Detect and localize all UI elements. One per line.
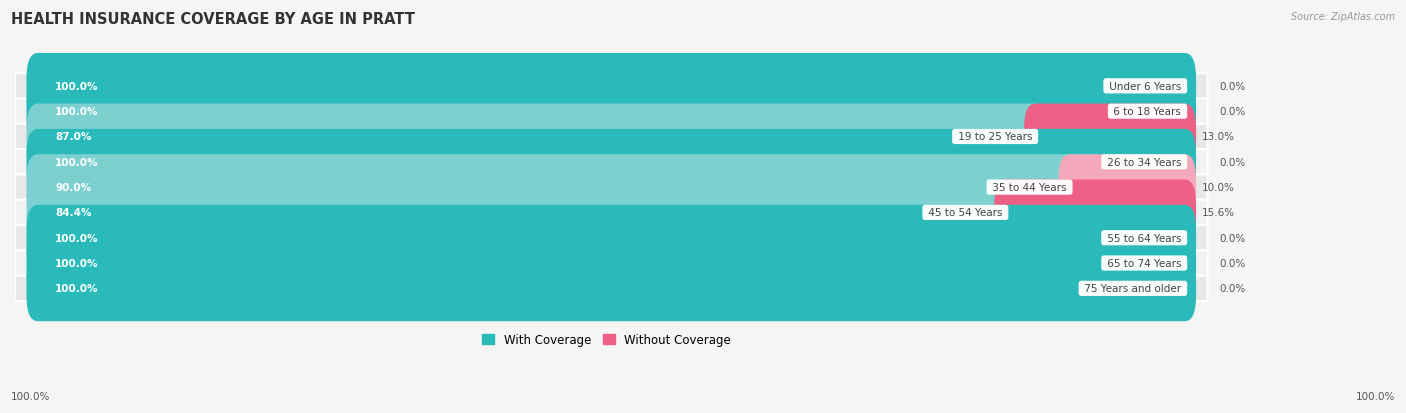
Text: HEALTH INSURANCE COVERAGE BY AGE IN PRATT: HEALTH INSURANCE COVERAGE BY AGE IN PRAT… [11, 12, 415, 27]
FancyBboxPatch shape [27, 54, 1197, 119]
Text: 75 Years and older: 75 Years and older [1081, 284, 1185, 294]
Text: 0.0%: 0.0% [1219, 233, 1246, 243]
FancyBboxPatch shape [27, 79, 1197, 145]
Text: 0.0%: 0.0% [1219, 107, 1246, 117]
Text: 35 to 44 Years: 35 to 44 Years [990, 183, 1070, 192]
Legend: With Coverage, Without Coverage: With Coverage, Without Coverage [478, 328, 735, 351]
Text: 100.0%: 100.0% [55, 233, 98, 243]
FancyBboxPatch shape [27, 205, 1197, 271]
Text: 65 to 74 Years: 65 to 74 Years [1104, 259, 1185, 268]
FancyBboxPatch shape [15, 124, 1208, 150]
FancyBboxPatch shape [1024, 104, 1197, 170]
Text: 0.0%: 0.0% [1219, 284, 1246, 294]
FancyBboxPatch shape [15, 175, 1208, 200]
Text: 0.0%: 0.0% [1219, 82, 1246, 92]
FancyBboxPatch shape [15, 251, 1208, 276]
Text: 100.0%: 100.0% [1355, 391, 1395, 401]
FancyBboxPatch shape [15, 150, 1208, 175]
FancyBboxPatch shape [15, 74, 1208, 99]
FancyBboxPatch shape [994, 180, 1197, 246]
Text: 90.0%: 90.0% [55, 183, 91, 192]
Text: 0.0%: 0.0% [1219, 157, 1246, 167]
Text: Under 6 Years: Under 6 Years [1107, 82, 1185, 92]
Text: 84.4%: 84.4% [55, 208, 91, 218]
Text: 100.0%: 100.0% [55, 82, 98, 92]
Text: 26 to 34 Years: 26 to 34 Years [1104, 157, 1185, 167]
Text: 45 to 54 Years: 45 to 54 Years [925, 208, 1005, 218]
FancyBboxPatch shape [27, 256, 1197, 321]
Text: 100.0%: 100.0% [11, 391, 51, 401]
Text: 87.0%: 87.0% [55, 132, 91, 142]
FancyBboxPatch shape [15, 225, 1208, 251]
FancyBboxPatch shape [27, 104, 1047, 170]
Text: 100.0%: 100.0% [55, 157, 98, 167]
Text: 100.0%: 100.0% [55, 259, 98, 268]
Text: 100.0%: 100.0% [55, 284, 98, 294]
Text: 6 to 18 Years: 6 to 18 Years [1111, 107, 1185, 117]
FancyBboxPatch shape [15, 276, 1208, 301]
FancyBboxPatch shape [1059, 155, 1197, 221]
FancyBboxPatch shape [27, 155, 1081, 221]
FancyBboxPatch shape [27, 180, 1017, 246]
Text: 10.0%: 10.0% [1202, 183, 1234, 192]
Text: 0.0%: 0.0% [1219, 259, 1246, 268]
Text: 55 to 64 Years: 55 to 64 Years [1104, 233, 1185, 243]
FancyBboxPatch shape [15, 200, 1208, 225]
Text: Source: ZipAtlas.com: Source: ZipAtlas.com [1291, 12, 1395, 22]
FancyBboxPatch shape [27, 130, 1197, 195]
Text: 100.0%: 100.0% [55, 107, 98, 117]
Text: 13.0%: 13.0% [1202, 132, 1234, 142]
Text: 19 to 25 Years: 19 to 25 Years [955, 132, 1036, 142]
FancyBboxPatch shape [27, 230, 1197, 296]
FancyBboxPatch shape [15, 99, 1208, 124]
Text: 15.6%: 15.6% [1202, 208, 1234, 218]
